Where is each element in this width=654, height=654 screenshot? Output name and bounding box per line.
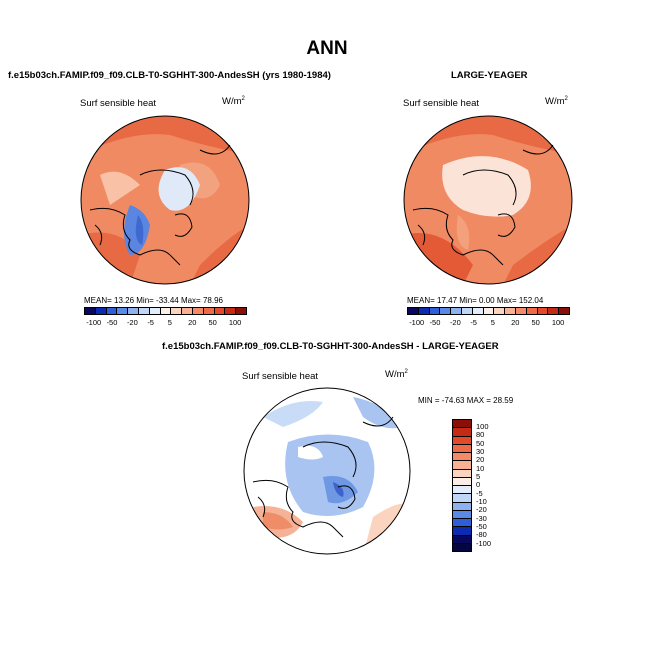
- colorbar-swatch: [526, 308, 538, 314]
- colorbar-swatch: [85, 308, 96, 314]
- colorbar-tick-label: 50: [476, 438, 485, 448]
- diff-stats: MIN = -74.63 MAX = 28.59: [418, 396, 514, 405]
- page-title: ANN: [306, 38, 348, 59]
- panel2-units: W/m2: [545, 96, 568, 108]
- colorbar-tick-label: 5: [476, 472, 481, 482]
- panel2-colorbar-labels: -100 -50 -20 -5 5 20 50 100: [407, 318, 570, 328]
- colorbar-tick-label: 0: [476, 480, 481, 490]
- panel2-stats: MEAN= 17.47 Min= 0.00 Max= 152.04: [407, 296, 544, 305]
- colorbar-tick-label: -80: [476, 530, 487, 540]
- colorbar-tick-label: -50: [106, 318, 118, 327]
- panel2-colorbar: [407, 307, 570, 315]
- colorbar-tick-label: -30: [476, 513, 487, 523]
- colorbar-tick-label: -20: [126, 318, 138, 327]
- colorbar-swatch: [418, 308, 430, 314]
- colorbar-tick-label: 5: [167, 318, 172, 327]
- colorbar-swatch: [408, 308, 419, 314]
- colorbar-swatch: [453, 444, 471, 453]
- diff-colorbar: [452, 419, 472, 552]
- colorbar-swatch: [236, 308, 246, 314]
- colorbar-swatch: [451, 308, 462, 314]
- colorbar-swatch: [149, 308, 161, 314]
- panel1-variable: Surf sensible heat: [80, 98, 157, 109]
- colorbar-swatch: [515, 308, 527, 314]
- colorbar-swatch: [453, 519, 471, 528]
- colorbar-tick-label: 20: [511, 318, 520, 327]
- colorbar-tick-label: -5: [147, 318, 154, 327]
- panel1-units: W/m2: [222, 96, 245, 108]
- colorbar-tick-label: -100: [409, 318, 425, 327]
- colorbar-tick-label: 20: [188, 318, 197, 327]
- colorbar-swatch: [453, 469, 471, 478]
- colorbar-swatch: [440, 308, 452, 314]
- panel1-colorbar-labels: -100 -50 -20 -5 5 20 50 100: [84, 318, 247, 328]
- colorbar-swatch: [138, 308, 150, 314]
- colorbar-swatch: [453, 420, 471, 429]
- colorbar-swatch: [453, 477, 471, 486]
- colorbar-tick-label: 30: [476, 447, 485, 457]
- panel1-colorbar: [84, 307, 247, 315]
- panel1-stats: MEAN= 13.26 Min= -33.44 Max= 78.96: [84, 296, 223, 305]
- colorbar-swatch: [160, 308, 172, 314]
- colorbar-swatch: [453, 543, 471, 551]
- colorbar-swatch: [483, 308, 495, 314]
- colorbar-tick-label: 50: [208, 318, 217, 327]
- colorbar-tick-label: 50: [531, 318, 540, 327]
- colorbar-tick-label: -10: [476, 496, 487, 506]
- diff-colorbar-labels: 100 80 50 30 20 10 5 0 -5 -10 -20 -30 -50 -80 -100: [476, 419, 516, 552]
- panel2-variable: Surf sensible heat: [403, 98, 480, 109]
- colorbar-tick-label: 5: [490, 318, 495, 327]
- colorbar-swatch: [453, 428, 471, 437]
- colorbar-tick-label: 20: [476, 455, 485, 465]
- colorbar-tick-label: -100: [476, 538, 492, 548]
- colorbar-tick-label: -20: [476, 505, 487, 515]
- colorbar-swatch: [453, 461, 471, 470]
- colorbar-swatch: [453, 436, 471, 445]
- colorbar-swatch: [117, 308, 129, 314]
- diff-units: W/m2: [385, 369, 408, 381]
- colorbar-swatch: [429, 308, 441, 314]
- colorbar-tick-label: 10: [476, 463, 485, 473]
- colorbar-swatch: [453, 535, 471, 544]
- panel1-polar-map: [80, 115, 250, 285]
- colorbar-swatch: [548, 308, 560, 314]
- colorbar-swatch: [225, 308, 237, 314]
- panel1-case-title: f.e15b03ch.FAMIP.f09_f09.CLB-T0-SGHHT-30…: [8, 70, 331, 81]
- colorbar-swatch: [559, 308, 569, 314]
- colorbar-tick-label: -5: [470, 318, 477, 327]
- colorbar-swatch: [192, 308, 204, 314]
- colorbar-swatch: [453, 527, 471, 536]
- colorbar-swatch: [472, 308, 484, 314]
- colorbar-tick-label: 100: [228, 318, 242, 327]
- panel2-case-title: LARGE-YEAGER: [451, 70, 528, 81]
- colorbar-swatch: [203, 308, 215, 314]
- colorbar-swatch: [171, 308, 183, 314]
- colorbar-tick-label: -5: [476, 488, 483, 498]
- colorbar-tick-label: -100: [86, 318, 102, 327]
- diff-case-title: f.e15b03ch.FAMIP.f09_f09.CLB-T0-SGHHT-30…: [162, 341, 499, 352]
- diff-polar-map: [243, 387, 411, 555]
- diff-variable: Surf sensible heat: [242, 371, 319, 382]
- colorbar-swatch: [537, 308, 549, 314]
- colorbar-tick-label: -20: [449, 318, 461, 327]
- colorbar-swatch: [106, 308, 118, 314]
- colorbar-swatch: [182, 308, 193, 314]
- colorbar-swatch: [128, 308, 139, 314]
- colorbar-swatch: [461, 308, 473, 314]
- colorbar-swatch: [453, 502, 471, 511]
- colorbar-tick-label: 100: [476, 422, 489, 432]
- colorbar-swatch: [453, 486, 471, 495]
- colorbar-tick-label: -50: [476, 521, 487, 531]
- colorbar-swatch: [453, 494, 471, 503]
- colorbar-tick-label: -50: [429, 318, 441, 327]
- colorbar-swatch: [95, 308, 107, 314]
- panel2-polar-map: [403, 115, 573, 285]
- colorbar-tick-label: 100: [551, 318, 565, 327]
- colorbar-swatch: [214, 308, 226, 314]
- colorbar-swatch: [453, 453, 471, 462]
- colorbar-tick-label: 80: [476, 430, 485, 440]
- colorbar-swatch: [505, 308, 516, 314]
- colorbar-swatch: [494, 308, 506, 314]
- colorbar-swatch: [453, 510, 471, 519]
